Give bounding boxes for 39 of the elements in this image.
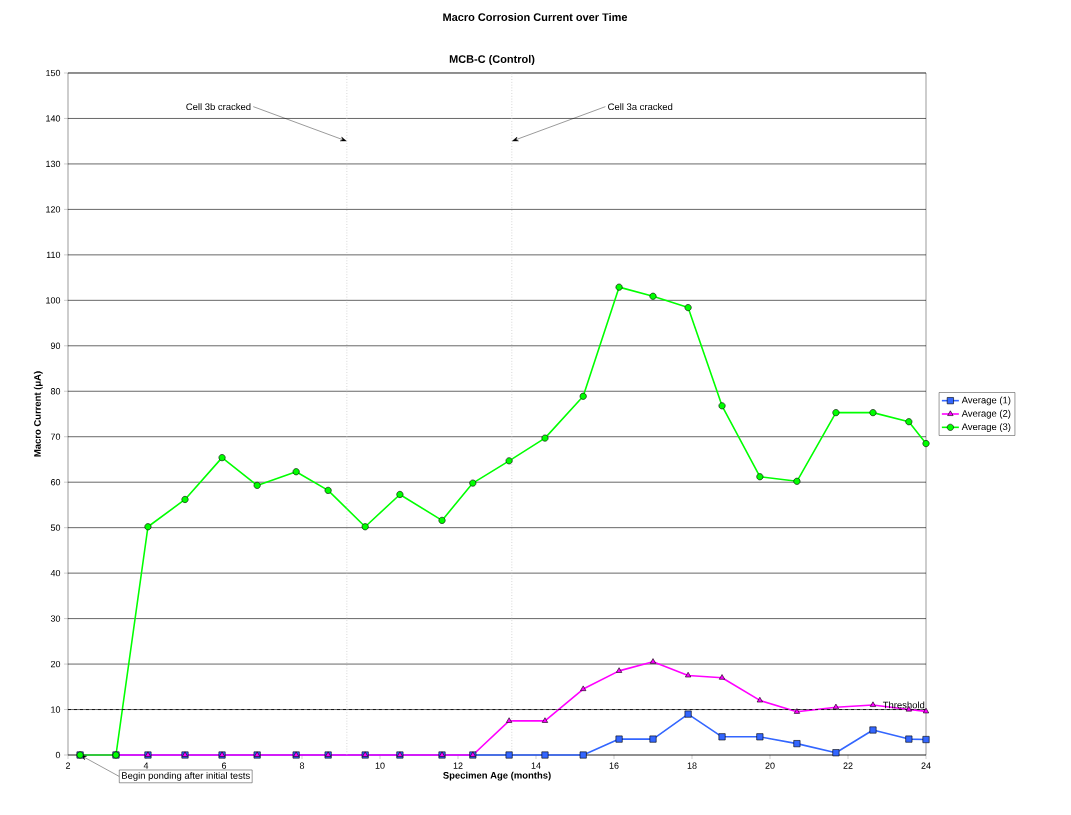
x-tick-label: 22 (843, 762, 853, 769)
x-axis-title: Specimen Age (months) (443, 771, 551, 781)
x-tick-label: 6 (221, 762, 227, 769)
chart-subtitle: MCB-C (Control) (449, 54, 535, 66)
y-tick-label: 150 (46, 69, 61, 77)
x-tick-label: 4 (143, 762, 149, 769)
x-tick-label: 20 (765, 762, 775, 769)
y-tick-label: 70 (50, 433, 61, 440)
y-tick-label: 110 (46, 251, 61, 259)
chart-title: Macro Corrosion Current over Time (443, 12, 628, 22)
y-tick-label: 100 (46, 297, 61, 304)
x-tick-label: 12 (453, 762, 463, 769)
legend-label: Average (1) (961, 396, 1011, 406)
y-tick-label: 120 (46, 206, 61, 213)
x-tick-label: 14 (531, 762, 541, 769)
annotation: Begin ponding after initial tests (122, 771, 250, 781)
legend-label: Average (3) (961, 423, 1011, 432)
legend-label: Average (2) (961, 409, 1011, 419)
y-tick-label: 50 (50, 524, 61, 531)
annotation: Cell 3a cracked (608, 103, 673, 111)
x-tick-label: 24 (921, 762, 931, 769)
y-tick-label: 140 (46, 115, 61, 122)
ref-line-label: Threshold (882, 701, 925, 709)
y-tick-label: 90 (50, 342, 61, 349)
y-axis-title: Macro Current (μA) (33, 371, 43, 457)
y-tick-label: 40 (50, 569, 61, 577)
x-tick-label: 16 (609, 762, 619, 769)
x-tick-label: 8 (299, 762, 305, 769)
x-tick-label: 2 (65, 762, 71, 769)
y-tick-label: 20 (50, 660, 61, 668)
annotation: Cell 3b cracked (186, 103, 251, 111)
y-tick-label: 80 (50, 388, 61, 395)
y-tick-label: 30 (50, 615, 61, 622)
y-tick-label: 60 (50, 479, 61, 486)
y-tick-label: 130 (46, 160, 61, 168)
y-tick-label: 0 (55, 751, 61, 759)
x-tick-label: 10 (375, 762, 385, 769)
y-tick-label: 10 (51, 706, 61, 713)
x-tick-label: 18 (687, 762, 697, 769)
